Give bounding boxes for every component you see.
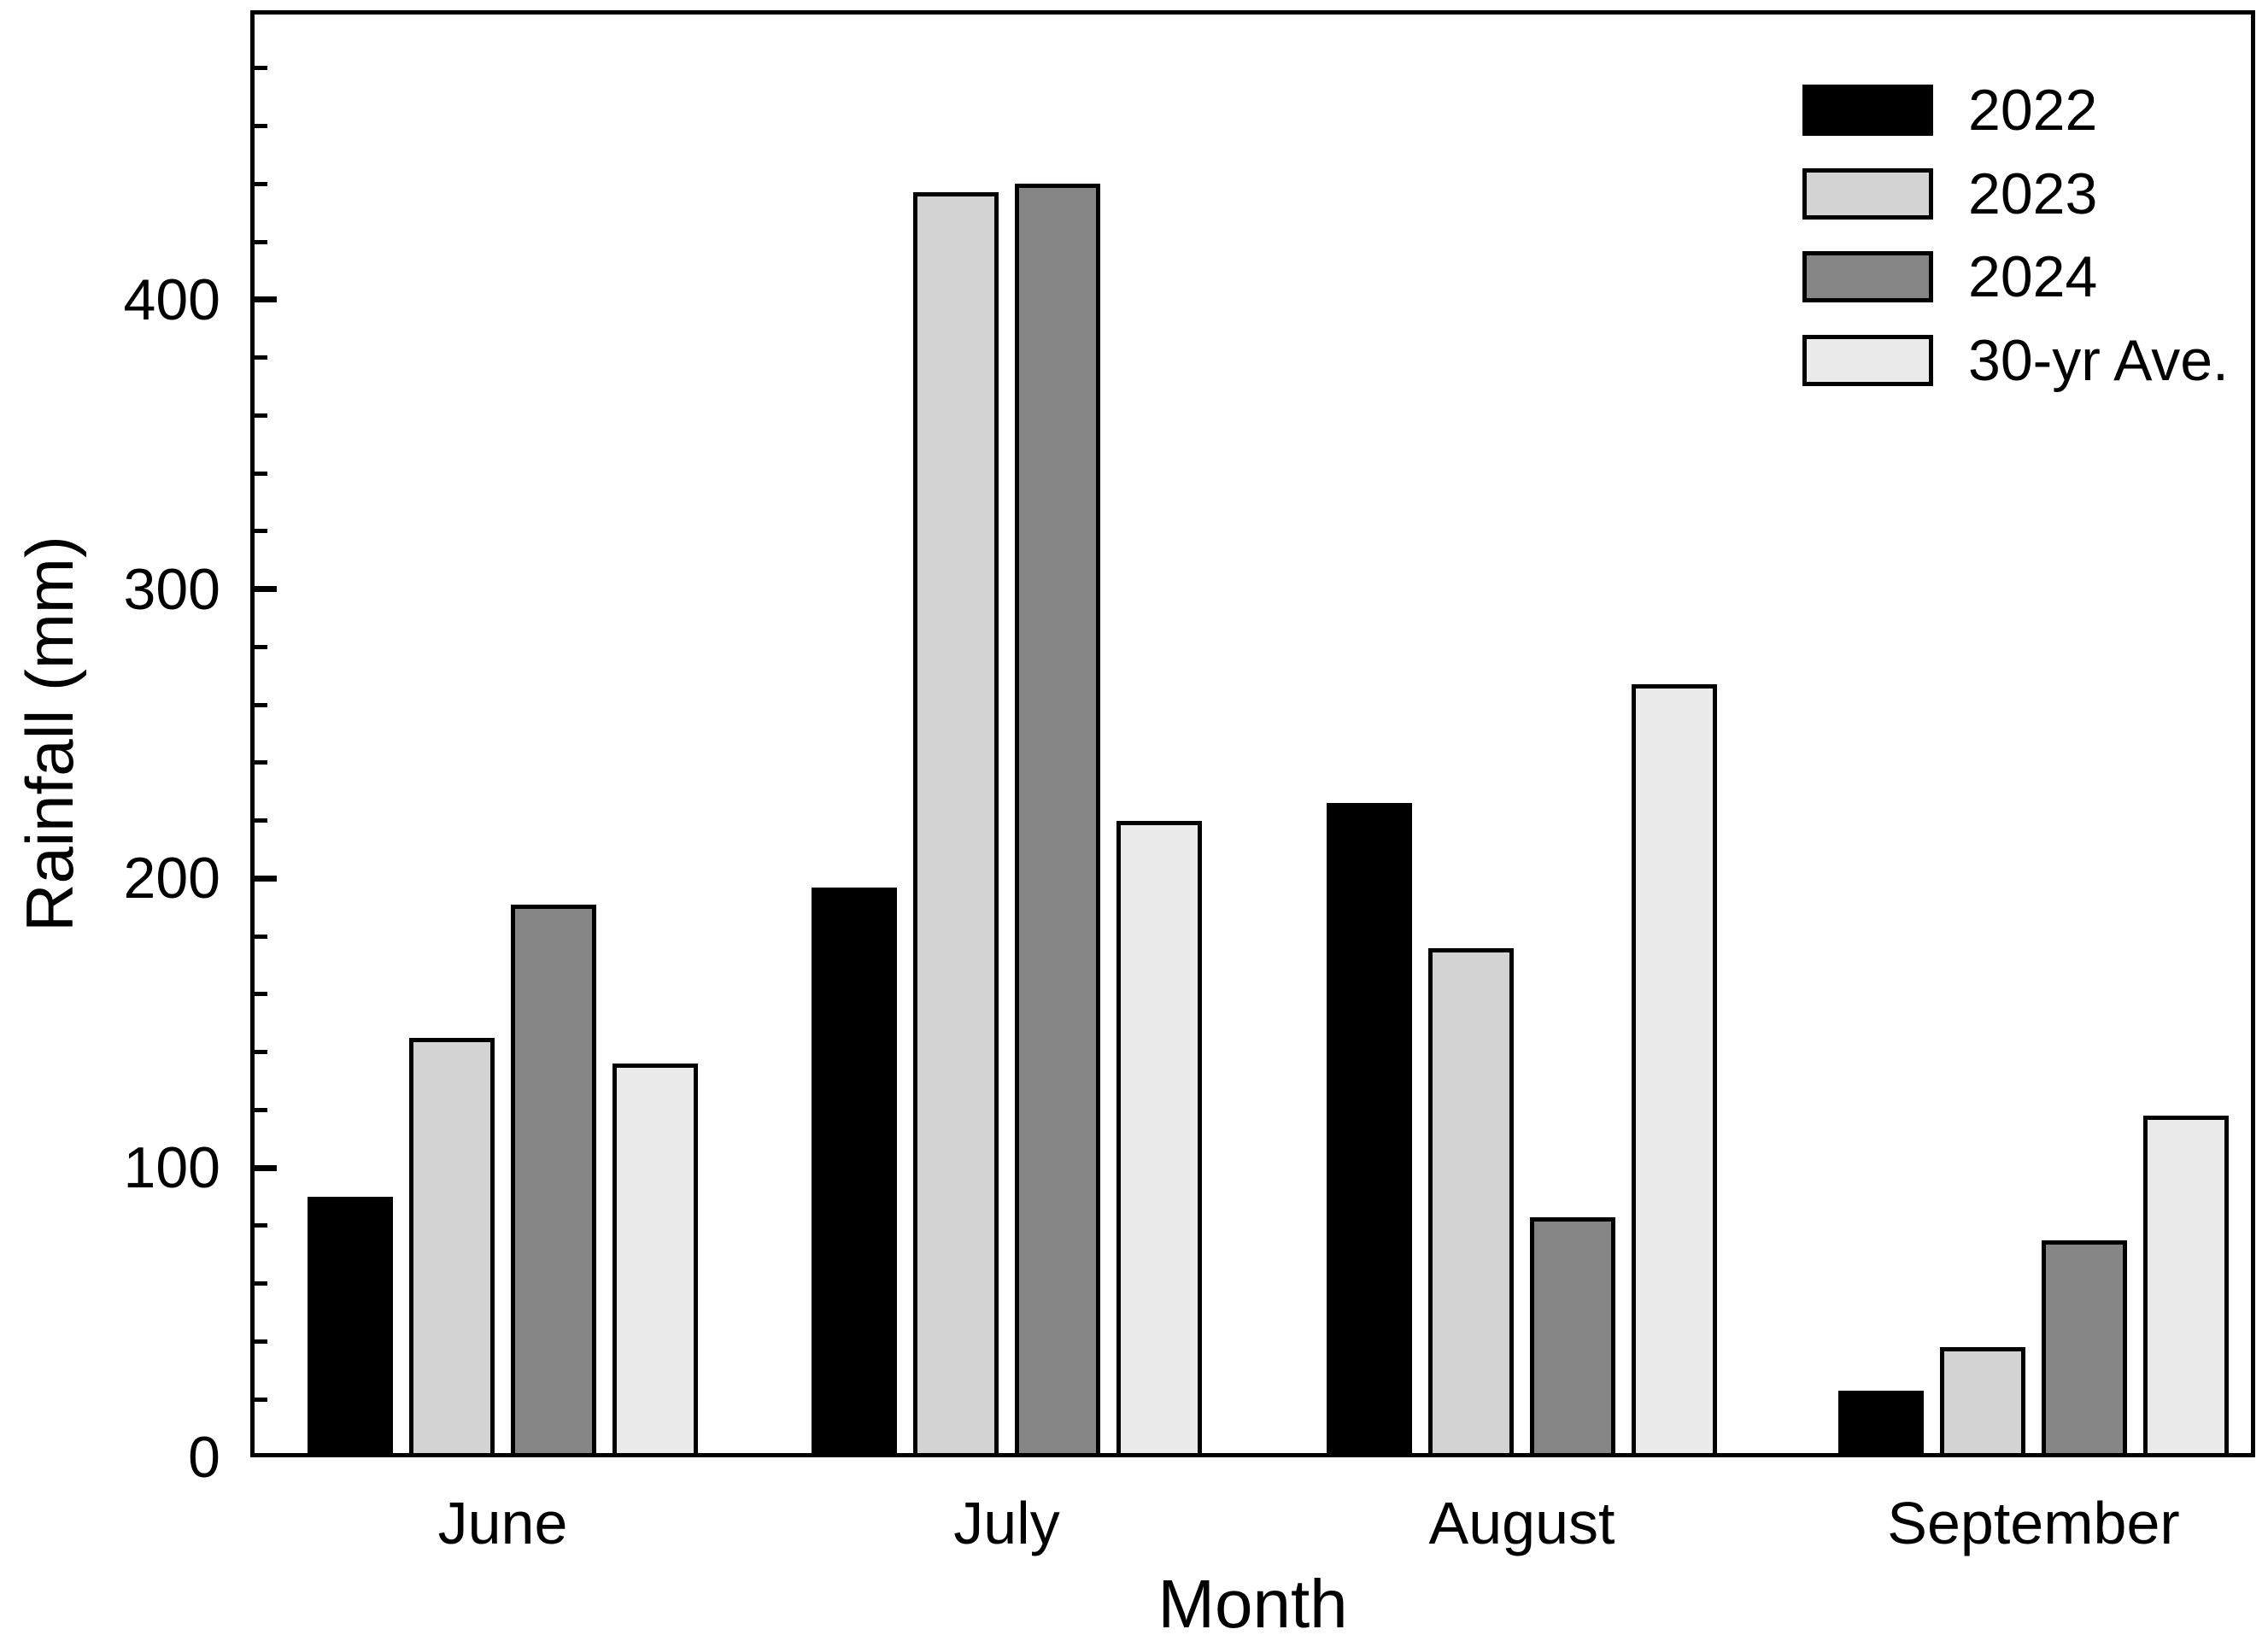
y-tick-label-100: 100	[123, 1135, 220, 1201]
y-minor-tick-460	[255, 124, 267, 129]
bar-september-2024	[2042, 1240, 2127, 1457]
bar-august-30-yr-ave-	[1632, 684, 1717, 1457]
y-major-tick-100	[255, 1164, 277, 1171]
y-tick-label-400: 400	[123, 267, 220, 332]
y-minor-tick-360	[255, 413, 267, 418]
y-tick-label-0: 0	[188, 1425, 220, 1490]
bar-june-30-yr-ave-	[612, 1064, 698, 1457]
bar-june-2023	[409, 1038, 495, 1457]
y-minor-tick-140	[255, 1050, 267, 1055]
bar-september-2022	[1838, 1391, 1924, 1457]
y-minor-tick-40	[255, 1339, 267, 1344]
bar-august-2022	[1327, 803, 1412, 1457]
y-minor-tick-380	[255, 355, 267, 360]
y-minor-tick-440	[255, 181, 267, 186]
y-minor-tick-260	[255, 702, 267, 707]
y-minor-tick-20	[255, 1397, 267, 1402]
y-minor-tick-220	[255, 818, 267, 823]
bar-july-30-yr-ave-	[1116, 821, 1202, 1457]
y-minor-tick-240	[255, 760, 267, 765]
x-category-label-july: July	[953, 1490, 1060, 1556]
x-category-label-august: August	[1428, 1490, 1615, 1556]
bar-july-2023	[913, 192, 999, 1457]
y-minor-tick-480	[255, 66, 267, 71]
y-minor-tick-160	[255, 992, 267, 997]
x-category-label-june: June	[437, 1490, 568, 1556]
y-minor-tick-280	[255, 644, 267, 649]
y-minor-tick-340	[255, 471, 267, 476]
bar-july-2022	[812, 888, 897, 1457]
y-minor-tick-120	[255, 1107, 267, 1112]
x-category-label-september: September	[1887, 1490, 2180, 1556]
y-minor-tick-320	[255, 529, 267, 534]
bar-august-2023	[1428, 948, 1514, 1457]
y-axis-title: Rainfall (mm)	[12, 536, 87, 932]
bar-september-30-yr-ave-	[2143, 1116, 2229, 1457]
y-minor-tick-80	[255, 1223, 267, 1228]
bar-june-2024	[511, 905, 596, 1457]
y-major-tick-300	[255, 586, 277, 593]
y-major-tick-400	[255, 296, 277, 303]
bar-september-2023	[1940, 1347, 2025, 1457]
y-tick-label-200: 200	[123, 846, 220, 911]
y-major-tick-200	[255, 875, 277, 882]
bar-august-2024	[1530, 1217, 1615, 1457]
y-minor-tick-420	[255, 239, 267, 244]
y-minor-tick-180	[255, 934, 267, 939]
x-axis-title: Month	[1157, 1566, 1348, 1635]
y-minor-tick-60	[255, 1281, 267, 1286]
bar-june-2022	[308, 1197, 393, 1457]
bar-july-2024	[1015, 184, 1100, 1457]
y-tick-label-300: 300	[123, 556, 220, 622]
